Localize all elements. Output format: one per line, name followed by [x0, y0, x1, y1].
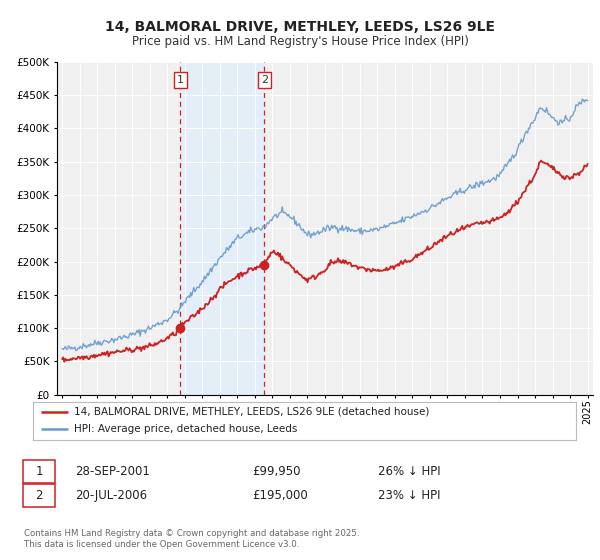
Text: 2: 2 — [35, 489, 43, 502]
Text: £195,000: £195,000 — [252, 489, 308, 502]
Text: 26% ↓ HPI: 26% ↓ HPI — [378, 465, 440, 478]
Text: HPI: Average price, detached house, Leeds: HPI: Average price, detached house, Leed… — [74, 424, 297, 435]
Text: Price paid vs. HM Land Registry's House Price Index (HPI): Price paid vs. HM Land Registry's House … — [131, 35, 469, 48]
Text: 1: 1 — [35, 465, 43, 478]
Text: Contains HM Land Registry data © Crown copyright and database right 2025.
This d: Contains HM Land Registry data © Crown c… — [24, 529, 359, 549]
Text: £99,950: £99,950 — [252, 465, 301, 478]
Bar — [181, 62, 265, 395]
Text: 14, BALMORAL DRIVE, METHLEY, LEEDS, LS26 9LE: 14, BALMORAL DRIVE, METHLEY, LEEDS, LS26… — [105, 20, 495, 34]
Text: 20-JUL-2006: 20-JUL-2006 — [75, 489, 147, 502]
Text: 14, BALMORAL DRIVE, METHLEY, LEEDS, LS26 9LE (detached house): 14, BALMORAL DRIVE, METHLEY, LEEDS, LS26… — [74, 407, 429, 417]
Text: 23% ↓ HPI: 23% ↓ HPI — [378, 489, 440, 502]
Text: 28-SEP-2001: 28-SEP-2001 — [75, 465, 150, 478]
Text: 1: 1 — [177, 75, 184, 85]
Text: 2: 2 — [261, 75, 268, 85]
